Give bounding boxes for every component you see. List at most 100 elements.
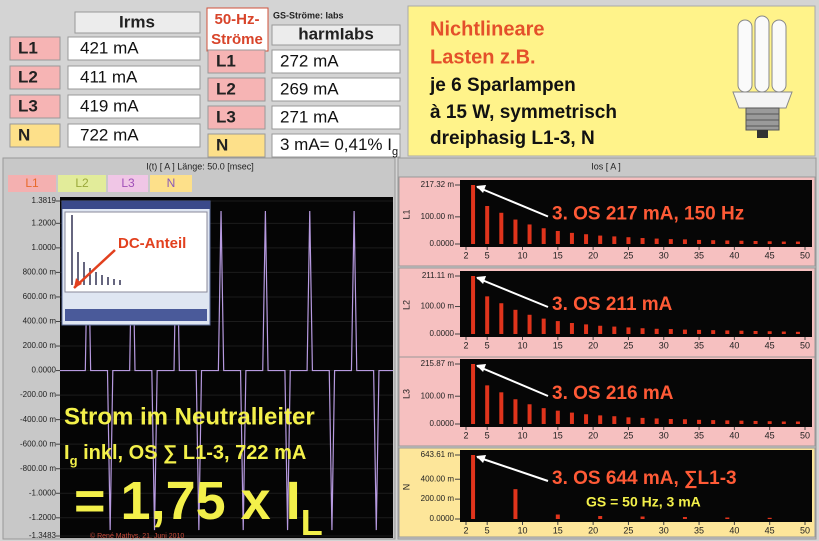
tab-label[interactable]: L1 (25, 176, 39, 190)
info-line: dreiphasig L1-3, N (430, 128, 595, 149)
bar (725, 330, 729, 334)
overlay-text: = 1,75 x IL (74, 471, 323, 541)
x-tick-label: 30 (659, 340, 669, 350)
bar (471, 455, 475, 519)
spectrum-header: Ios [ A ] (591, 161, 621, 171)
x-tick-label: 45 (765, 340, 775, 350)
x-tick-label: 50 (800, 340, 810, 350)
bar (485, 385, 489, 424)
x-tick-label: 5 (485, 525, 490, 535)
bar (711, 420, 715, 424)
y-tick-label: 0.0000 (430, 239, 455, 248)
bar (754, 421, 758, 424)
info-title: Lasten z.B. (430, 46, 536, 68)
tab-label[interactable]: L2 (75, 176, 89, 190)
bar (641, 517, 645, 519)
bar (513, 399, 517, 424)
bar (499, 213, 503, 244)
bar (669, 419, 673, 424)
bar (598, 415, 602, 424)
harm-note: GS-Ströme: Iabs (273, 10, 344, 20)
info-line: à 15 W, symmetrisch (430, 102, 617, 123)
x-tick-label: 45 (765, 525, 775, 535)
y-axis-label: N (401, 484, 411, 491)
bar (697, 240, 701, 244)
x-tick-label: 30 (659, 250, 669, 260)
bar (598, 236, 602, 244)
y-tick-label: 400.00 m (421, 474, 455, 483)
row-label: L1 (18, 38, 38, 57)
row-value: 272 mA (280, 51, 339, 70)
y-tick-label: 100.00 m (421, 302, 455, 311)
y-tick-label: 200.00 m (421, 494, 455, 503)
bar (711, 330, 715, 334)
bar (556, 231, 560, 244)
bar (754, 331, 758, 334)
bar (669, 239, 673, 244)
y-tick-label: 1.2000 (32, 218, 57, 227)
bar (513, 310, 517, 334)
bar (471, 364, 475, 424)
bar (626, 237, 630, 244)
bar (485, 296, 489, 334)
y-tick-label: 217.32 m (421, 180, 455, 189)
x-tick-label: 45 (765, 250, 775, 260)
y-tick-label: 0.0000 (430, 514, 455, 523)
waveform-header: I(t) [ A ] Länge: 50.0 [msec] (146, 161, 254, 171)
bar (584, 324, 588, 334)
bar (471, 185, 475, 244)
x-tick-label: 50 (800, 430, 810, 440)
overlay-sub: L (301, 502, 323, 541)
bar (768, 421, 772, 424)
tab-label[interactable]: L3 (121, 176, 135, 190)
x-tick-label: 15 (553, 250, 563, 260)
subscript: g (392, 146, 398, 158)
y-axis-label: L3 (401, 389, 411, 399)
x-tick-label: 15 (553, 430, 563, 440)
bar (513, 220, 517, 244)
y-axis-label: L1 (401, 209, 411, 219)
bar (754, 241, 758, 244)
y-tick-label: 215.87 m (421, 359, 455, 368)
bar (697, 330, 701, 334)
bar (683, 239, 687, 244)
credit: © René Mathys, 21. Juni 2010 (90, 532, 184, 540)
overlay-sub: g (70, 453, 78, 468)
bar (556, 411, 560, 424)
x-tick-label: 20 (588, 525, 598, 535)
y-tick-label: 211.11 m (422, 271, 455, 280)
bar (782, 242, 786, 244)
annotation: GS = 50 Hz, 3 mA (586, 494, 701, 510)
x-tick-label: 2 (463, 430, 468, 440)
x-tick-label: 25 (623, 340, 633, 350)
bar (570, 233, 574, 244)
y-axis-label: L2 (401, 300, 411, 310)
annotation: 3. OS 217 mA, 150 Hz (552, 204, 744, 225)
legend-entry[interactable]: N (167, 176, 176, 190)
bar (485, 206, 489, 244)
bar (598, 516, 602, 519)
x-tick-label: 50 (800, 250, 810, 260)
annotation: 3. OS 211 mA (552, 294, 673, 315)
harm-header: harmIabs (298, 24, 374, 43)
inset-screenshot (62, 201, 210, 325)
bar (570, 413, 574, 424)
bar (725, 240, 729, 244)
x-tick-label: 40 (729, 340, 739, 350)
bar (641, 238, 645, 244)
bar (641, 328, 645, 334)
bar (768, 518, 772, 519)
x-tick-label: 30 (659, 430, 669, 440)
bar (471, 276, 475, 334)
x-tick-label: 15 (553, 340, 563, 350)
x-tick-label: 35 (694, 340, 704, 350)
bar (683, 419, 687, 424)
x-tick-label: 20 (588, 250, 598, 260)
bar (796, 421, 800, 424)
bar (513, 489, 517, 519)
row-value: 411 mA (80, 67, 138, 86)
x-tick-label: 45 (765, 430, 775, 440)
bar (542, 408, 546, 424)
y-tick-label: -800.00 m (20, 464, 56, 473)
bar (669, 329, 673, 334)
